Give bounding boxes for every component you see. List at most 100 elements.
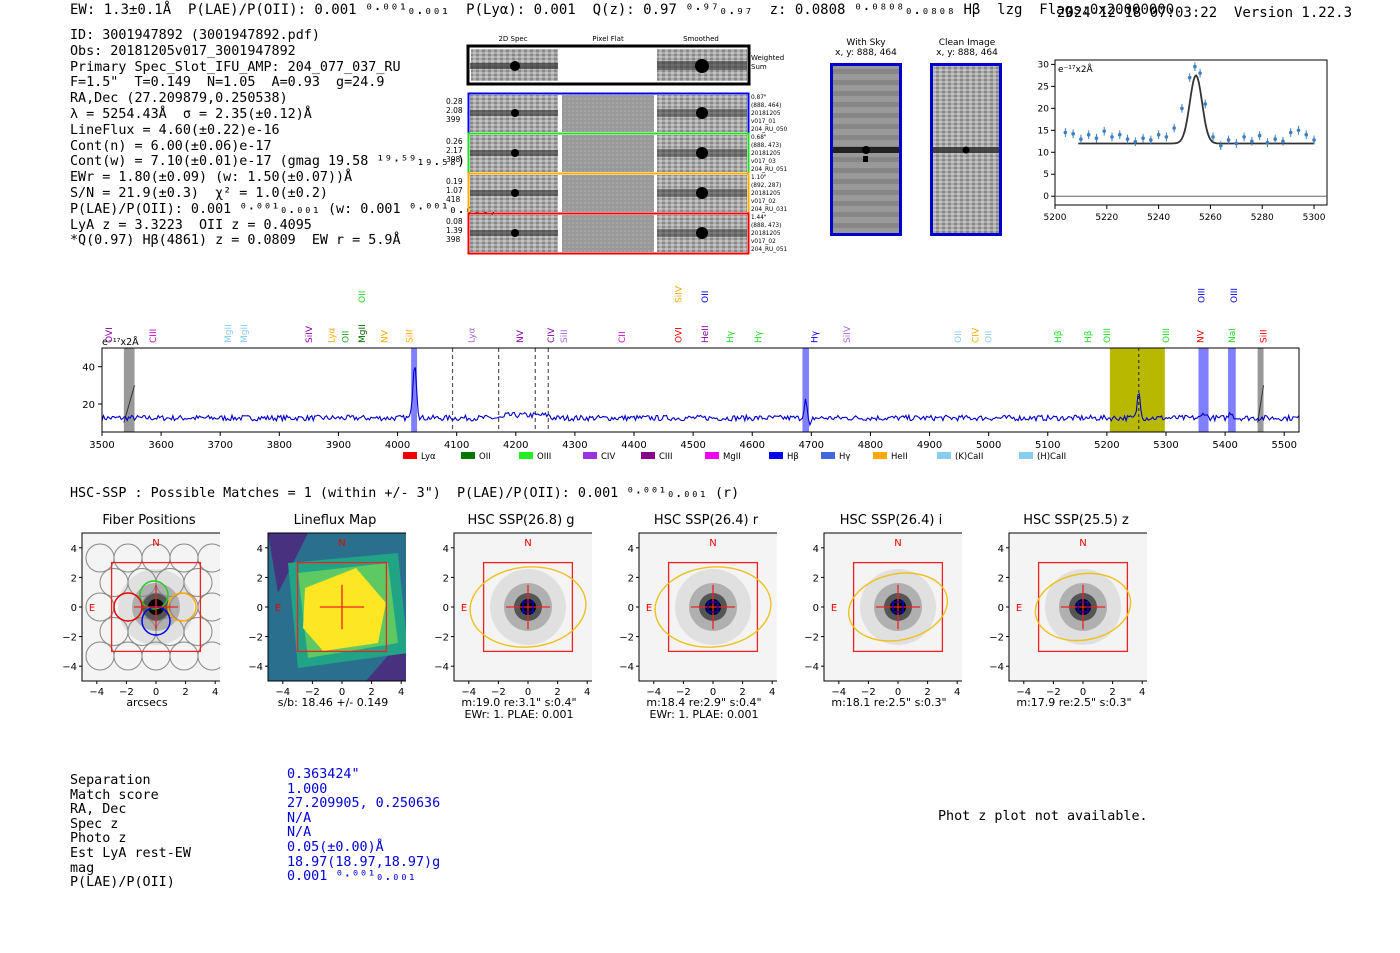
zoom-point: [1156, 130, 1161, 140]
hsc-xtick: 2: [368, 687, 374, 698]
spec-xtick: 5300: [1153, 440, 1178, 451]
cutout-right-label: (888, 473): [751, 223, 781, 229]
spec-xtick: 3900: [326, 440, 351, 451]
info-line: Cont(w) = 7.10(±0.01)e-17 (gmag 19.58 ¹⁹…: [70, 154, 466, 170]
cutout-right-label: 20181205: [751, 151, 781, 157]
hsc-ytick: 0: [813, 603, 819, 614]
cutout-left-label: 0.28: [446, 97, 463, 106]
zoom-ytick: 0: [1043, 192, 1049, 202]
spectral-line-label: OIII: [1197, 288, 1207, 303]
line-highlight-band: [1228, 348, 1236, 432]
hsc-xtick: −2: [1046, 687, 1061, 698]
col-header-2dspec: 2D Spec: [498, 35, 527, 43]
match-label: RA, Dec: [70, 802, 127, 818]
spectral-line-label: Hβ: [1054, 330, 1064, 343]
spectral-line-label: Lyα: [327, 327, 337, 343]
info-line: ID: 3001947892 (3001947892.pdf): [70, 28, 320, 43]
east-label: E: [89, 603, 95, 614]
spectral-line-label: SiIV: [305, 325, 315, 343]
cutout-right-label: 20181205: [751, 191, 781, 197]
spectral-line-label: CIV: [547, 327, 557, 343]
spectrum-trace: [101, 367, 1300, 427]
east-label: E: [1016, 603, 1022, 614]
match-value: 18.97(18.97,18.97)g: [287, 854, 441, 870]
zoom-ytick: 10: [1038, 148, 1050, 158]
zoom-point: [1198, 68, 1202, 78]
info-line: EWr = 1.80(±0.09) (w: 1.50(±0.07))Å: [70, 170, 353, 186]
north-label: N: [152, 538, 159, 549]
hsc-xtick: −4: [89, 687, 104, 698]
col-header-smoothed: Smoothed: [683, 35, 719, 43]
oiii-highlight-band: [1109, 348, 1165, 432]
cutout-left-label: 0.08: [446, 217, 463, 226]
zoom-point: [1250, 136, 1254, 146]
cutout-left-label: 1.07: [446, 186, 463, 195]
weighted-sum-label: Weighted: [751, 54, 784, 62]
hsc-ytick: −4: [619, 662, 634, 673]
cutout-right-label: 1.10": [751, 175, 767, 181]
spectral-line-label: SiII: [560, 329, 570, 343]
cutout-right-label: v017_02: [751, 239, 776, 245]
hsc-panel-galaxy: N E 4 2 0 −2 −4 −4 −2 0 2 4: [804, 532, 962, 698]
zoom-point: [1164, 132, 1169, 142]
hsc-panel-galaxy: N E 4 2 0 −2 −4 −4 −2 0 2 4: [989, 532, 1147, 698]
hsc-xtick: −2: [119, 687, 134, 698]
hsc-xtick: −2: [676, 687, 691, 698]
zoom-point: [1218, 141, 1223, 151]
hsc-panel-caption: arcsecs: [126, 696, 168, 709]
hsc-ytick: 4: [257, 544, 263, 555]
zoom-point: [1180, 103, 1184, 113]
info-line: Cont(n) = 6.00(±0.06)e-17: [70, 138, 272, 154]
hsc-panel-title: HSC SSP(26.4) r: [653, 513, 759, 528]
spectral-line-label: MgII: [224, 324, 234, 343]
spec-xtick: 4400: [621, 440, 646, 451]
spectral-line-label: OII: [358, 291, 368, 303]
hsc-panel-caption: EWr: 1. PLAE: 0.001: [464, 708, 574, 721]
masked-band: [123, 348, 135, 432]
svg-text:Sum: Sum: [751, 63, 767, 71]
zoom-point: [1133, 137, 1138, 147]
hsc-ytick: −2: [62, 633, 77, 644]
zoom-xtick: 5280: [1251, 213, 1274, 223]
hsc-title: HSC-SSP : Possible Matches = 1 (within +…: [70, 486, 740, 501]
info-line: P(LAE)/P(OII): 0.001 ⁰·⁰⁰¹₀.₀₀₁ (w: 0.00…: [70, 201, 498, 217]
match-label: Match score: [70, 787, 159, 803]
svg-text:Lyα: Lyα: [421, 452, 436, 462]
hsc-ytick: 2: [628, 573, 634, 584]
hsc-panel-lineflux: N E 4 2 0 −2 −4 −4 −2 0 2 4: [248, 532, 406, 698]
hsc-ytick: −2: [434, 633, 449, 644]
hsc-panel-fiber: N E 4 2 0 −2 −4 −4 −2 0 2 4: [62, 532, 220, 698]
spectral-line-label: OIII: [1103, 328, 1113, 343]
zoom-point: [1312, 135, 1316, 145]
zoom-point: [1110, 132, 1114, 142]
cutout-left-label: 398: [446, 235, 461, 244]
hsc-xtick: −4: [275, 687, 290, 698]
spectral-line-label: SiIV: [843, 325, 853, 343]
info-line: LyA z = 3.3223 OII z = 0.4095: [70, 217, 312, 233]
zoom-point: [1063, 128, 1068, 137]
spec-ytick: 20: [82, 400, 95, 411]
spec-xtick: 4700: [799, 440, 824, 451]
zoom-point: [1257, 131, 1262, 140]
zoom-point: [1242, 132, 1246, 142]
zoom-point: [1141, 133, 1145, 143]
spec-xtick: 4600: [739, 440, 764, 451]
spec-xtick: 5200: [1094, 440, 1119, 451]
hsc-ytick: −4: [62, 662, 77, 673]
cutout-left-label: 2.08: [446, 106, 463, 115]
zoom-point: [1187, 73, 1192, 82]
with-sky-title: With Sky x, y: 888, 464: [835, 38, 897, 58]
info-line: Obs: 20181205v017_3001947892: [70, 43, 296, 59]
spectral-line-label: OII: [985, 331, 995, 343]
cutout-right-label: v017_03: [751, 159, 776, 165]
hsc-ytick: 2: [443, 573, 449, 584]
spec-xtick: 4500: [680, 440, 705, 451]
zoom-point: [1273, 134, 1277, 144]
hsc-xtick: 2: [739, 687, 745, 698]
cutout-right-label: (888, 473): [751, 143, 781, 149]
legend-entry: (H)CaII: [1019, 452, 1066, 462]
hsc-xtick: 0: [525, 687, 531, 698]
